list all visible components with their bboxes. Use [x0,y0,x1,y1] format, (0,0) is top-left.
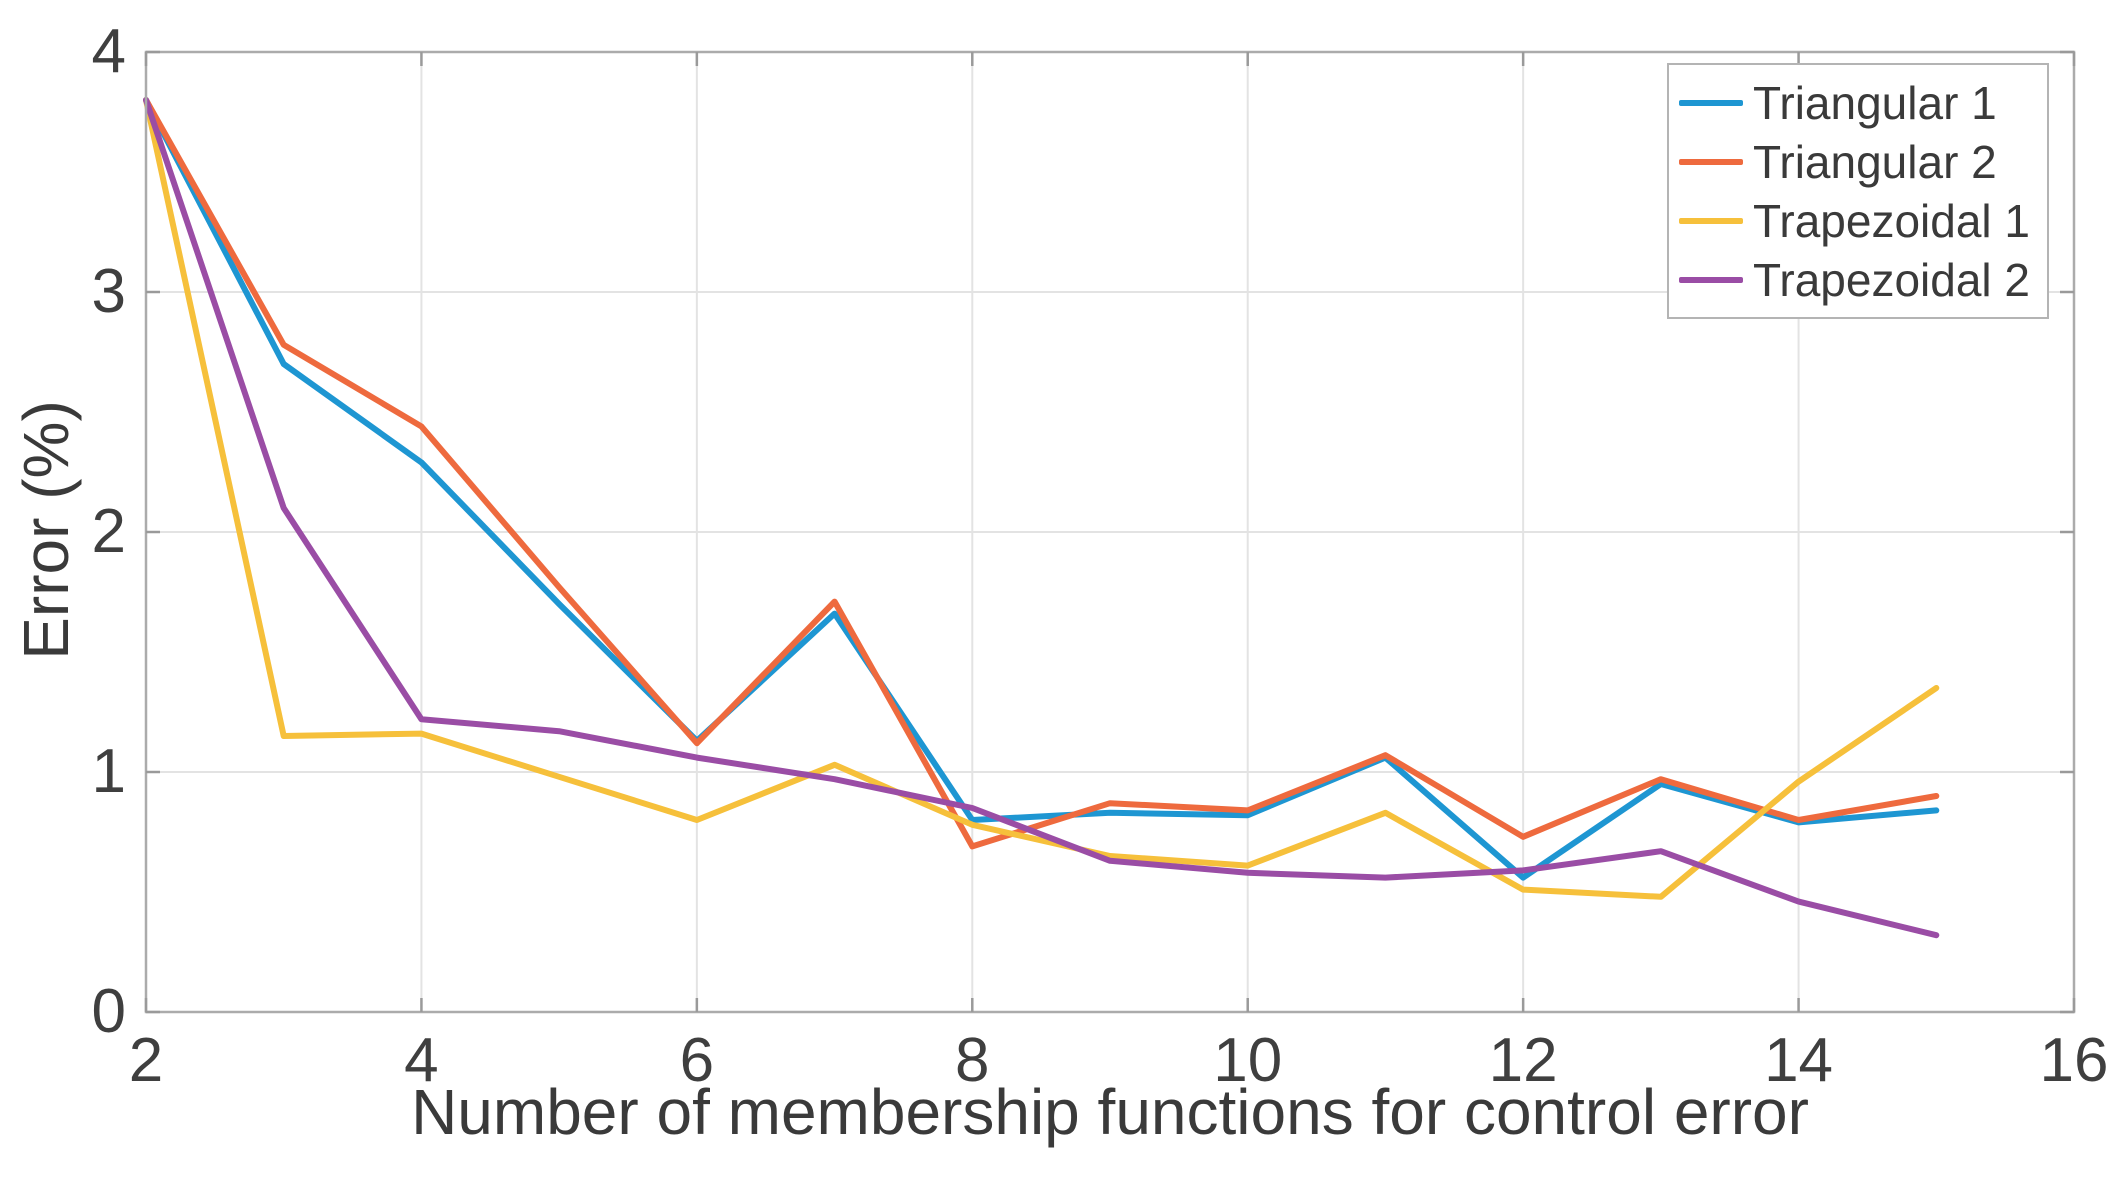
series-line-triangular-2 [143,97,1940,850]
legend-label: Trapezoidal 1 [1753,194,2031,247]
y-tick-label-4: 4 [91,17,126,86]
legend-label: Triangular 1 [1753,76,1997,129]
legend-label: Triangular 2 [1753,135,1997,188]
x-tick-label-6: 6 [679,1026,715,1095]
series-line-trapezoidal-1 [143,97,1940,900]
series-line-triangular-1 [143,97,1940,881]
legend: Triangular 1 Triangular 2 Trapezoidal 1 Tra… [1667,63,2049,319]
series-line-trapezoidal-2 [143,97,1940,939]
legend-item-triangular-2: Triangular 2 [1679,139,2047,185]
x-tick-label-10: 10 [1213,1026,1283,1095]
x-tick-label-4: 4 [404,1026,439,1095]
y-tick-label-2: 2 [91,497,126,566]
x-tick-label-12: 12 [1488,1026,1558,1095]
x-tick-label-8: 8 [955,1026,990,1095]
x-axis-label: Number of membership functions for contr… [411,1076,1809,1148]
legend-item-triangular-1: Triangular 1 [1679,80,2047,126]
legend-item-trapezoidal-1: Trapezoidal 1 [1679,198,2047,244]
x-tick-label-16: 16 [2039,1026,2106,1095]
y-axis-label: Error (%) [10,400,82,660]
legend-line-swatch [1679,99,1743,106]
legend-line-swatch [1679,158,1743,165]
legend-item-trapezoidal-2: Trapezoidal 2 [1679,257,2047,303]
legend-label: Trapezoidal 2 [1753,253,2031,306]
y-tick-label-1: 1 [91,737,126,806]
y-tick-label-3: 3 [91,257,126,326]
legend-line-swatch [1679,276,1743,283]
legend-line-swatch [1679,217,1743,224]
y-tick-label-0: 0 [91,977,126,1046]
x-tick-label-2: 2 [128,1026,164,1095]
x-tick-label-14: 14 [1764,1026,1834,1095]
